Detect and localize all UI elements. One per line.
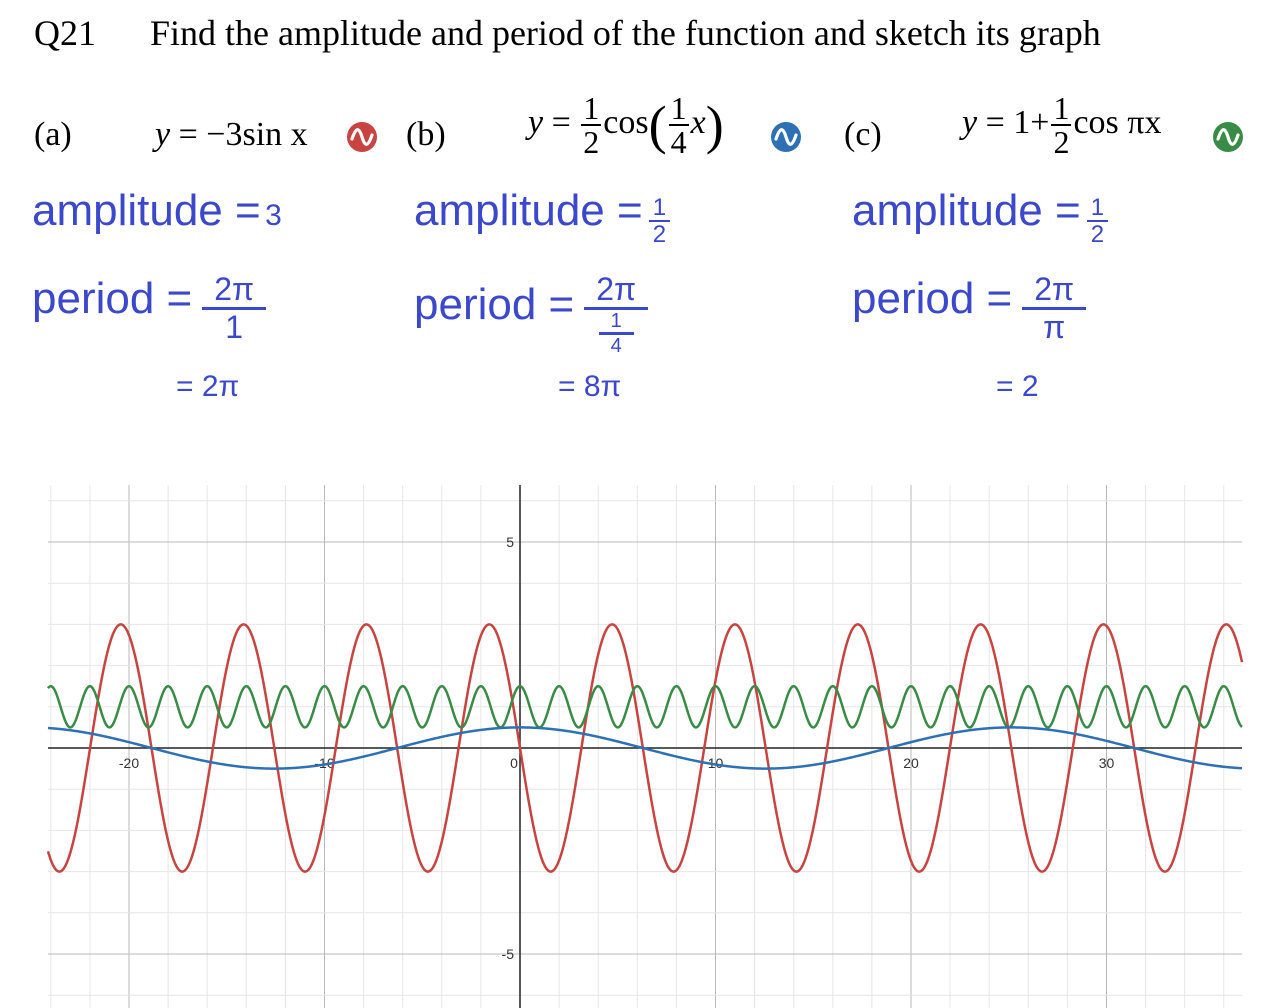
part-c-graph-toggle[interactable]: [1213, 122, 1243, 152]
part-b-label: (b): [406, 116, 446, 153]
x-tick-label: 30: [1099, 755, 1115, 771]
part-c-func: cos πx: [1073, 103, 1162, 141]
part-c-period-result: = 2: [996, 370, 1039, 403]
part-a-label: (a): [34, 116, 72, 153]
wave-icon: [1213, 122, 1243, 152]
part-c-period: period = 2π π: [852, 271, 1087, 345]
part-c-label: (c): [844, 116, 882, 153]
part-a-equation: y = −3sin x: [155, 116, 308, 153]
x-tick-label: 20: [903, 755, 919, 771]
part-a-rhs: −3sin x: [206, 116, 308, 153]
question-text: Find the amplitude and period of the fun…: [150, 13, 1101, 53]
y-tick-label: -5: [502, 946, 515, 962]
part-a-graph-toggle[interactable]: [347, 122, 377, 152]
x-tick-label: -10: [314, 755, 334, 771]
function-graph[interactable]: -20 -10 0 10 20 30 5 -5: [0, 480, 1270, 1008]
part-c-amplitude: amplitude = 1 2: [852, 186, 1109, 247]
part-b-period: period = 2π 1 4: [414, 271, 649, 357]
y-tick-label: 5: [506, 534, 514, 550]
part-b-func: cos: [603, 103, 649, 141]
x-tick-label: 10: [708, 755, 724, 771]
part-c-equation: y = 1+ 1 2 cos πx: [962, 90, 1162, 160]
curve-b[interactable]: [47, 726, 1243, 770]
part-b-graph-toggle[interactable]: [771, 122, 801, 152]
wave-icon: [771, 122, 801, 152]
part-b-equation: y = 1 2 cos(1 4 x): [528, 90, 724, 160]
part-c-lhs: y: [962, 103, 978, 141]
part-b-amplitude: amplitude = 1 2: [414, 186, 671, 247]
question-number: Q21: [34, 13, 96, 53]
part-b-lhs: y: [528, 103, 544, 141]
part-a-lhs: y: [155, 116, 171, 153]
curve-a[interactable]: [46, 623, 1244, 873]
part-a-amplitude: amplitude = 3: [32, 186, 282, 235]
part-b-period-result: = 8π: [558, 370, 622, 403]
wave-icon: [347, 122, 377, 152]
curve-c[interactable]: [47, 684, 1243, 729]
part-a-period: period = 2π 1: [32, 271, 267, 345]
x-tick-label: 0: [510, 755, 518, 771]
part-a-period-result: = 2π: [176, 370, 240, 403]
x-tick-label: -20: [119, 755, 139, 771]
